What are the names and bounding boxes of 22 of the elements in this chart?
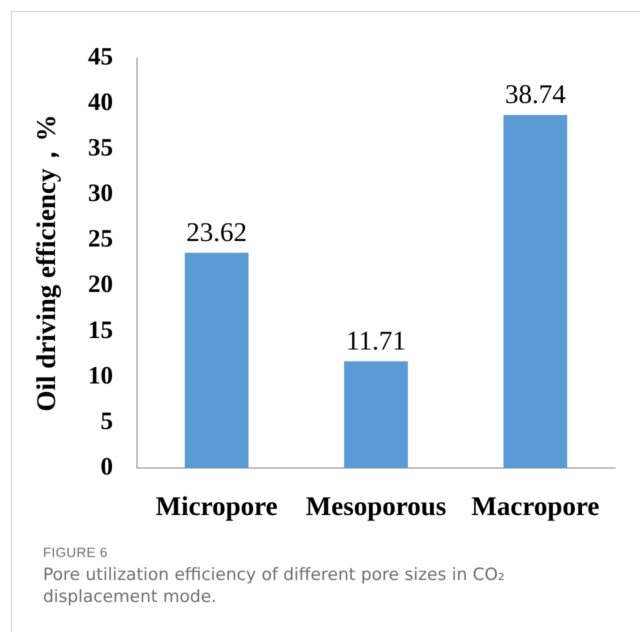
y-tick-label: 15	[88, 316, 113, 344]
x-tick-label: Macropore	[471, 491, 600, 522]
x-tick-label: Mesoporous	[306, 491, 446, 522]
y-tick-label: 35	[88, 134, 113, 162]
x-tick-label: Micropore	[156, 491, 278, 522]
bar	[503, 115, 568, 468]
y-tick-label: 40	[88, 89, 113, 116]
text: Pore utilization efficiency of different pore sizes in CO₂ displacement mode.	[43, 564, 506, 608]
bar	[184, 252, 249, 468]
data-label: 11.71	[346, 325, 406, 356]
y-tick-label: 25	[88, 226, 113, 253]
bar	[344, 361, 408, 468]
y-tick-label: 30	[88, 180, 113, 208]
y-axis-title: Oil driving efficiency，%	[31, 114, 62, 412]
y-tick-label: 5	[100, 408, 113, 435]
data-label: 38.74	[504, 79, 566, 110]
y-tick-label: 20	[88, 271, 113, 298]
y-tick-label: 10	[88, 362, 113, 390]
y-tick-label: 0	[100, 453, 113, 480]
data-label: 23.62	[186, 216, 248, 247]
caption: FIGURE 6	[43, 544, 109, 562]
y-tick-label: 45	[88, 43, 113, 70]
